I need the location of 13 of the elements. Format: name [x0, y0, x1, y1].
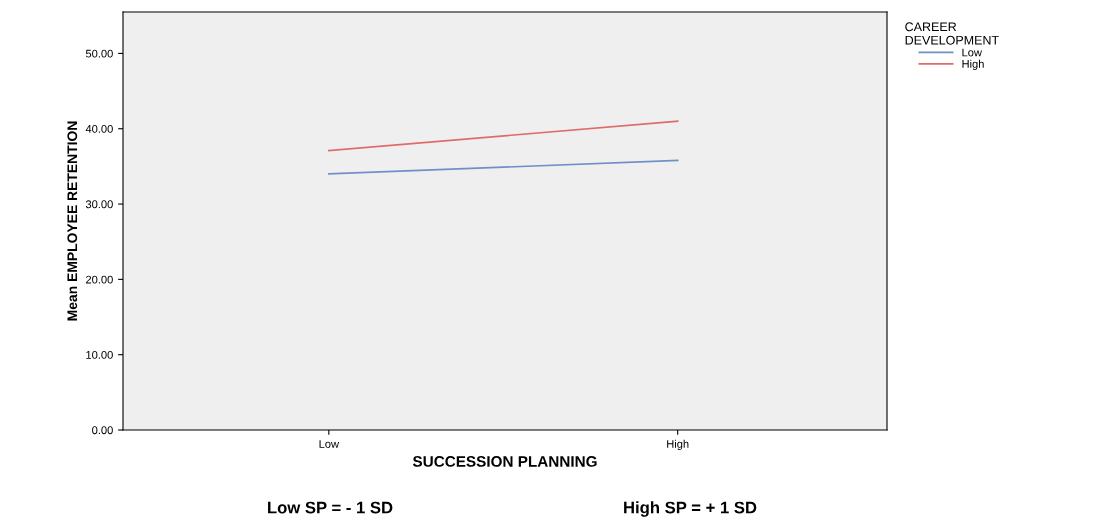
- legend-label: Low: [962, 48, 982, 57]
- y-tick-label: 30.00: [85, 200, 113, 209]
- text: Low SP = - 1 SD: [268, 501, 393, 514]
- y-tick-label: 40.00: [85, 125, 113, 133]
- legend-label: High: [962, 59, 984, 71]
- y-axis-title: Mean EMPLOYEE RETENTION: [67, 121, 78, 321]
- text: High SP = + 1 SD: [624, 501, 757, 517]
- y-tick-label: 10.00: [86, 350, 113, 359]
- x-axis-title: SUCCESSION PLANNING: [412, 456, 597, 467]
- y-tick-label: 50.00: [85, 49, 113, 58]
- legend-title: CAREER DEVELOPMENT: [905, 22, 999, 45]
- y-tick-label: 20.00: [86, 275, 113, 284]
- y-tick-label: 0.00: [92, 426, 113, 435]
